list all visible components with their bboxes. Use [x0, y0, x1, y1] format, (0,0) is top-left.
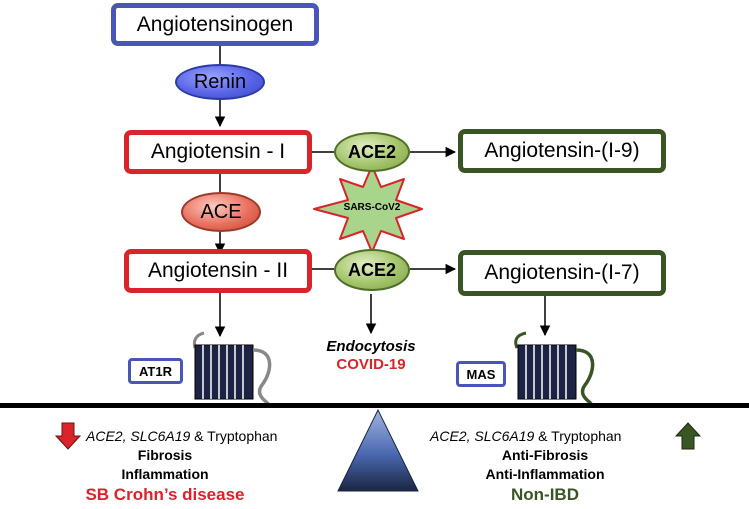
mas-label: MAS [466, 366, 496, 382]
angiotensin-ii-box: Angiotensin - II [124, 249, 312, 293]
ace2-top-label: ACE2 [347, 141, 396, 162]
right-title: Non-IBD [511, 485, 579, 504]
left-genes-suffix: & Tryptophan [190, 428, 278, 444]
down-arrow-icon [54, 422, 82, 450]
right-genes-line: ACE2, SLC6A19 & Tryptophan [430, 428, 621, 444]
left-genes: ACE2, SLC6A19 [86, 428, 191, 444]
angiotensinogen-label: Angiotensinogen [136, 12, 294, 36]
at1r-label-box: AT1R [128, 358, 183, 384]
renin-label: Renin [193, 70, 247, 93]
angiotensin-1-7-label: Angiotensin-(I-7) [484, 261, 640, 284]
sars-cov2-label: SARS-CoV2 [343, 202, 401, 213]
right-anti-inflammation: Anti-Inflammation [485, 466, 605, 482]
angiotensin-i-box: Angiotensin - I [124, 130, 312, 174]
left-title: SB Crohn’s disease [85, 485, 245, 504]
at1r-receptor-icon [192, 331, 272, 405]
ace-ellipse: ACE [181, 192, 261, 232]
endocytosis-label: Endocytosis [326, 338, 416, 355]
left-genes-line: ACE2, SLC6A19 & Tryptophan [86, 428, 277, 444]
right-anti-fibrosis: Anti-Fibrosis [501, 447, 589, 463]
ace2-bottom-ellipse: ACE2 [334, 249, 410, 291]
up-arrow-icon [674, 422, 702, 450]
covid-label: COVID-19 [336, 356, 406, 373]
ace2-bottom-label: ACE2 [347, 259, 396, 280]
angiotensin-1-7-box: Angiotensin-(I-7) [458, 250, 666, 296]
ace-label: ACE [200, 200, 242, 223]
angiotensin-ii-label: Angiotensin - II [147, 259, 289, 282]
right-genes-suffix: & Tryptophan [534, 428, 622, 444]
mas-label-box: MAS [456, 361, 506, 387]
mas-receptor-icon [514, 331, 595, 405]
angiotensin-1-9-label: Angiotensin-(I-9) [484, 139, 640, 162]
balance-beam [0, 403, 749, 408]
renin-ellipse: Renin [175, 64, 265, 100]
balance-fulcrum [337, 408, 419, 492]
left-inflammation: Inflammation [121, 466, 209, 482]
right-genes: ACE2, SLC6A19 [430, 428, 535, 444]
at1r-label: AT1R [139, 363, 172, 379]
ace2-top-ellipse: ACE2 [334, 132, 410, 172]
angiotensin-i-label: Angiotensin - I [150, 140, 286, 163]
angiotensinogen-box: Angiotensinogen [111, 3, 319, 46]
left-fibrosis: Fibrosis [137, 447, 193, 463]
angiotensin-1-9-box: Angiotensin-(I-9) [458, 129, 666, 173]
